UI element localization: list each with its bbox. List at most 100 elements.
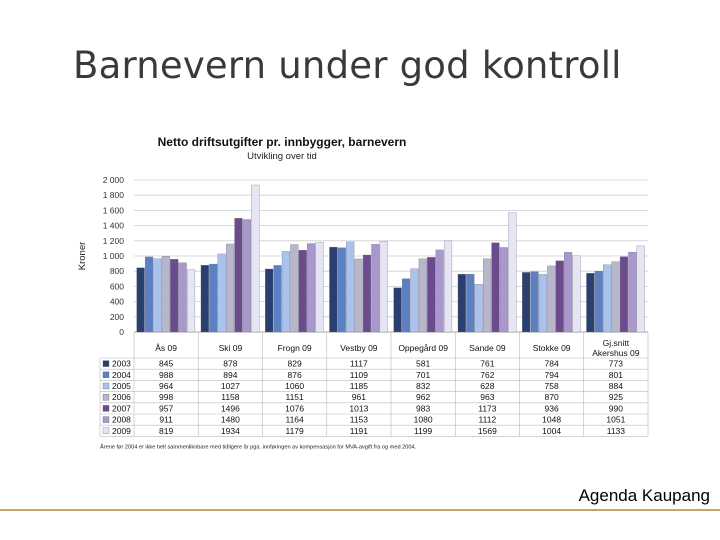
y-tick-label: 1 200	[103, 236, 125, 246]
table-cell: 1080	[414, 415, 433, 425]
bar	[555, 260, 564, 333]
bar	[443, 240, 453, 333]
table-cell: 829	[288, 359, 302, 369]
table-cell: 773	[609, 359, 623, 369]
table-cell: 961	[352, 392, 366, 402]
bar	[329, 246, 338, 333]
bar	[136, 267, 145, 333]
table-cell: 1153	[350, 415, 369, 425]
bar	[547, 265, 556, 333]
chart-footnote: Årene før 2004 er ikke helt sammenliknba…	[100, 443, 417, 450]
chart-subtitle: Utvikling over tid	[247, 151, 317, 162]
table-cell: 1199	[414, 426, 433, 436]
table-cell: 1109	[350, 370, 369, 380]
bar	[636, 245, 645, 333]
bar	[281, 251, 290, 333]
table-cell: 794	[545, 370, 559, 380]
bar	[346, 241, 355, 333]
table-cell: 1060	[285, 381, 304, 391]
y-tick-label: 2 000	[103, 175, 125, 185]
table-cell: 878	[223, 359, 237, 369]
y-tick-label: 600	[110, 281, 124, 291]
table-cell: 988	[159, 370, 173, 380]
bar	[491, 242, 500, 333]
bar	[200, 265, 209, 333]
bar	[354, 258, 363, 333]
table-cell: 884	[609, 381, 623, 391]
x-category-label: Sande 09	[469, 343, 506, 353]
legend-label: 2003	[112, 359, 131, 369]
bar	[410, 268, 419, 333]
y-tick-label: 1 000	[103, 251, 125, 261]
bar	[161, 256, 170, 333]
bar	[217, 253, 226, 333]
table-cell: 962	[416, 392, 430, 402]
bar	[144, 256, 154, 333]
legend-label: 2007	[112, 403, 131, 413]
legend-swatch	[102, 394, 110, 401]
bar	[337, 247, 346, 333]
legend-swatch	[102, 371, 110, 378]
legend-label: 2006	[112, 392, 131, 402]
table-cell: 758	[545, 381, 559, 391]
table-cell: 1013	[349, 403, 368, 413]
bar	[234, 218, 243, 333]
bar	[226, 243, 235, 333]
table-cell: 1004	[542, 426, 561, 436]
table-cell: 784	[545, 359, 559, 369]
bar	[564, 252, 573, 333]
x-category-label: Oppegård 09	[398, 343, 448, 353]
bar	[315, 242, 324, 333]
table-cell: 1117	[350, 359, 368, 369]
bar	[594, 270, 603, 333]
bar	[466, 273, 475, 333]
y-tick-label: 1 800	[103, 190, 125, 200]
table-cell: 876	[288, 370, 302, 380]
y-tick-label: 1 600	[103, 205, 125, 215]
bar	[371, 244, 380, 333]
y-tick-label: 1 400	[103, 221, 125, 231]
bar	[538, 274, 547, 333]
table-cell: 628	[480, 381, 494, 391]
table-cell: 801	[609, 370, 623, 380]
slide-title: Barnevern under god kontroll	[73, 44, 622, 87]
table-cell: 936	[545, 403, 559, 413]
table-cell: 1133	[607, 426, 626, 436]
bar	[209, 263, 218, 333]
bar	[393, 287, 402, 333]
y-tick-label: 800	[110, 266, 124, 276]
bar	[530, 271, 539, 333]
table-cell: 1151	[285, 392, 304, 402]
table-cell: 762	[480, 370, 494, 380]
bar	[508, 212, 517, 333]
footer-divider	[0, 509, 720, 511]
bar	[290, 244, 299, 333]
legend-label: 2009	[112, 426, 131, 436]
x-category-label: Vestby 09	[340, 343, 378, 353]
table-cell: 1179	[285, 426, 304, 436]
legend-swatch	[102, 416, 110, 423]
bar	[170, 259, 179, 333]
bar	[474, 284, 483, 333]
bar	[619, 256, 629, 333]
table-cell: 1112	[479, 415, 497, 425]
bar	[522, 272, 531, 333]
table-cell: 1496	[221, 403, 240, 413]
legend-swatch	[102, 427, 110, 434]
bar	[379, 241, 388, 333]
x-category-label: Akershus 09	[592, 348, 640, 358]
table-cell: 964	[159, 381, 173, 391]
table-cell: 983	[416, 403, 430, 413]
table-cell: 1164	[285, 415, 304, 425]
table-cell: 1480	[221, 415, 240, 425]
table-cell: 870	[545, 392, 559, 402]
table-cell: 957	[159, 403, 173, 413]
table-cell: 1934	[221, 426, 240, 436]
bar	[298, 250, 307, 333]
table-cell: 1048	[542, 415, 561, 425]
y-axis-label: Kroner	[77, 242, 88, 271]
table-cell: 701	[416, 370, 430, 380]
x-category-label: Frogn 09	[278, 343, 312, 353]
y-tick-label: 200	[110, 312, 124, 322]
bar	[265, 268, 274, 333]
